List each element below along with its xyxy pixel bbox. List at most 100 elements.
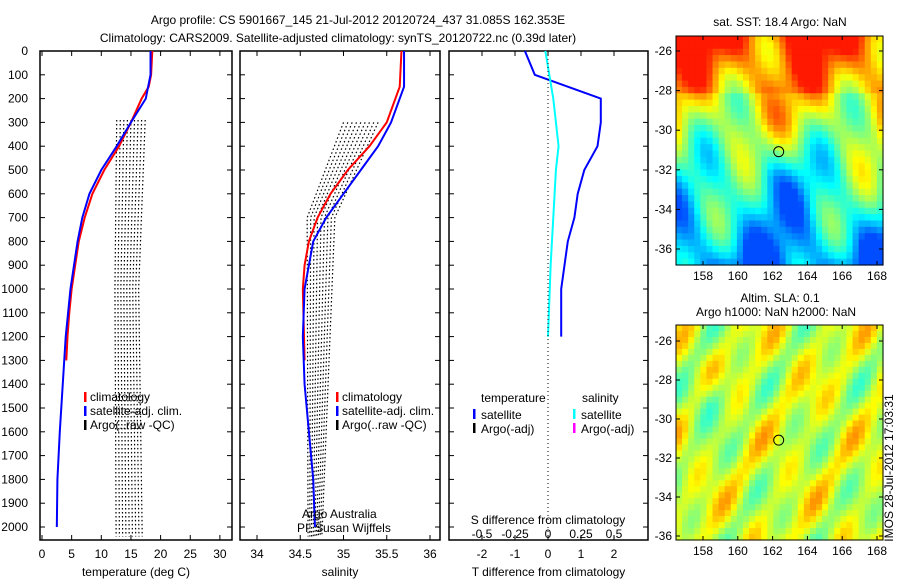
map-cell <box>736 384 744 392</box>
map-cell <box>828 245 835 253</box>
map-cell <box>706 408 714 416</box>
map-cell <box>870 156 878 164</box>
map-cell <box>797 528 805 535</box>
map-cell <box>822 233 829 241</box>
map-cell <box>834 396 841 404</box>
map-cell <box>767 239 775 247</box>
map-cell <box>876 80 884 88</box>
map-cell <box>694 86 701 94</box>
map-cell <box>676 456 683 463</box>
map-cell <box>694 456 701 463</box>
map-cell <box>785 86 793 94</box>
map-cell <box>700 99 708 107</box>
map-cell <box>694 426 701 434</box>
map-cell <box>816 330 823 338</box>
map-cell <box>797 93 805 101</box>
map-cell <box>779 188 787 196</box>
map-cell <box>785 163 793 171</box>
map-cell <box>773 220 781 228</box>
map-cell <box>822 408 829 416</box>
map-cell <box>676 504 683 511</box>
map-cell <box>803 105 811 113</box>
map-cell <box>797 444 805 452</box>
map-cell <box>785 169 793 177</box>
map-cell <box>791 390 799 398</box>
map-cell <box>791 354 799 362</box>
map-cell <box>773 450 781 457</box>
map-cell <box>712 492 720 499</box>
map-cell <box>682 195 689 202</box>
map-cell <box>773 156 781 164</box>
map-cell <box>688 522 695 529</box>
map-cell <box>840 195 848 202</box>
map-cell <box>682 214 689 222</box>
map-cell <box>828 510 835 517</box>
map-cell <box>803 74 811 82</box>
map-cell <box>816 156 823 164</box>
map-cell <box>809 163 817 171</box>
x-tick-label: 36 <box>423 547 437 561</box>
map-cell <box>858 468 866 475</box>
map-cell <box>822 420 829 428</box>
map-cell <box>682 42 689 50</box>
map-cell <box>809 414 817 422</box>
map-cell <box>852 474 860 481</box>
map-cell <box>797 438 805 446</box>
map-cell <box>779 214 787 222</box>
map-cell <box>761 420 768 428</box>
y-tick-label: 1400 <box>1 377 28 391</box>
map-cell <box>718 112 726 120</box>
map-cell <box>706 67 714 75</box>
map-cell <box>797 86 805 94</box>
map-cell <box>852 175 860 183</box>
map-cell <box>864 480 872 487</box>
map-cell <box>822 36 829 43</box>
map-cell <box>682 528 689 535</box>
map-cell <box>858 156 866 164</box>
map-cell <box>767 175 775 183</box>
map-cell <box>736 462 744 469</box>
x-tick-label: 15 <box>124 547 138 561</box>
map-cell <box>688 438 695 446</box>
map-cell <box>840 48 848 56</box>
map-cell <box>736 131 744 139</box>
map-cell <box>816 492 823 499</box>
map-cell <box>755 61 762 69</box>
map-cell <box>730 150 738 158</box>
map-cell <box>773 80 781 88</box>
map-cell <box>822 188 829 196</box>
map-cell <box>700 348 708 356</box>
map-cell <box>676 252 683 260</box>
map-cell <box>676 486 683 493</box>
map-cell <box>809 462 817 469</box>
map-cell <box>846 420 854 428</box>
map-cell <box>797 48 805 56</box>
map-cell <box>712 408 720 416</box>
map-cell <box>773 150 781 158</box>
map-cell <box>749 112 756 120</box>
map-cell <box>742 534 750 541</box>
map-cell <box>816 105 823 113</box>
map-cell <box>749 510 756 517</box>
map-cell <box>761 366 768 374</box>
map-cell <box>694 233 701 241</box>
map-cell <box>797 169 805 177</box>
map-cell <box>767 378 775 386</box>
map-cell <box>852 131 860 139</box>
map-cell <box>736 137 744 145</box>
map-cell <box>773 137 781 145</box>
map-cell <box>876 169 884 177</box>
map-cell <box>718 74 726 82</box>
map-cell <box>730 118 738 126</box>
map-cell <box>736 390 744 398</box>
map-cell <box>816 163 823 171</box>
map-cell <box>682 438 689 446</box>
map-cell <box>852 534 860 541</box>
map-cell <box>682 48 689 56</box>
map-cell <box>828 201 835 209</box>
map-cell <box>791 214 799 222</box>
map-cell <box>864 498 872 505</box>
map-cell <box>773 226 781 234</box>
map-cell <box>779 137 787 145</box>
map-cell <box>840 42 848 50</box>
